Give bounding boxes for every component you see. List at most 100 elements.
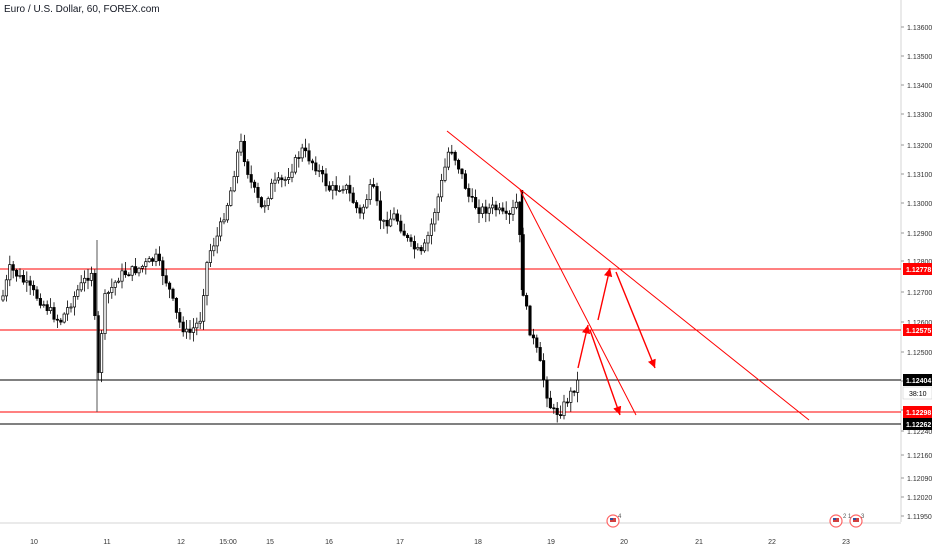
candle-body [59, 319, 63, 323]
candle-body [321, 170, 325, 175]
countdown-badge [902, 386, 932, 400]
price-badge-label: 1.12298 [906, 410, 931, 417]
candle-body [576, 379, 580, 393]
candle-body [474, 197, 478, 208]
price-axis[interactable]: 1.13600 1.13500 1.13400 1.13300 1.13200 1.131… [900, 0, 932, 522]
candle-body [93, 272, 97, 316]
candle-body [559, 414, 563, 417]
projection-arrow-4[interactable] [615, 271, 656, 369]
candle-body [236, 151, 240, 177]
candle-body [310, 160, 314, 164]
event-flag-icon[interactable] [606, 514, 620, 528]
candle-body [372, 184, 376, 187]
candle-body [263, 205, 267, 208]
candle-body [361, 206, 365, 214]
projection-arrow-3[interactable] [597, 267, 613, 321]
event-flag-icon[interactable] [829, 514, 843, 528]
price-tick-label: 1.12160 [907, 453, 932, 460]
chart-title: Euro / U.S. Dollar, 60, FOREX.com [4, 4, 160, 15]
event-flag-icon[interactable] [849, 514, 863, 528]
time-tick-label: 15 [266, 539, 274, 546]
time-tick-label: 23 [842, 539, 850, 546]
candle-body [205, 262, 209, 296]
trendline-long[interactable] [446, 130, 810, 421]
event-count-label: 3 [861, 514, 865, 520]
price-badge-1.12404 [903, 374, 932, 386]
price-tick-label: 1.13000 [907, 201, 932, 208]
candle-body [409, 237, 413, 242]
candle-body [140, 266, 144, 269]
candle-body [45, 304, 49, 311]
event-flag-canton [833, 518, 836, 520]
candle-body [219, 221, 223, 237]
candle-body [120, 270, 124, 282]
price-tick-label: 1.12900 [907, 231, 932, 238]
event-count-label: 4 [618, 514, 622, 520]
candle-body [208, 250, 212, 263]
projection-arrow-2[interactable] [589, 329, 622, 416]
candle-body [147, 258, 151, 263]
trendline-steep[interactable] [519, 189, 637, 416]
candle-body [317, 170, 321, 172]
event-flag-canton [610, 518, 613, 520]
candle-body [484, 206, 488, 214]
candle-body [487, 207, 491, 214]
candle-body [436, 196, 440, 213]
candle-body [514, 201, 518, 208]
candle-body [300, 147, 304, 159]
candle-body [331, 185, 335, 191]
time-tick-label: 15:00 [219, 539, 237, 546]
candle-body [229, 190, 233, 206]
candle-body [467, 188, 471, 197]
candle-body [151, 258, 155, 262]
candle-body [375, 186, 379, 202]
candle-body [181, 321, 185, 333]
candle-body [535, 337, 539, 348]
time-tick-label: 17 [396, 539, 404, 546]
price-tick-label: 1.12240 [907, 429, 932, 436]
price-badges: 1.12778 1.12575 1.12404 1.12298 1.12262 38:10 [902, 263, 932, 430]
candle-body [497, 207, 501, 211]
candle-body [86, 277, 90, 281]
candle-body [246, 161, 250, 175]
candle-body [518, 201, 522, 235]
price-badge-1.12778 [903, 263, 932, 275]
candle-body [531, 334, 535, 339]
projection-arrow-1[interactable] [577, 324, 591, 369]
trend-annotations[interactable] [446, 130, 810, 421]
candle-body [35, 289, 39, 299]
candle-body [365, 199, 369, 208]
price-tick-label: 1.12020 [907, 495, 932, 502]
candle-body [242, 140, 246, 163]
candle-body [8, 264, 12, 281]
candle-body [457, 159, 461, 170]
candle-body [18, 275, 22, 277]
candle-body [232, 176, 236, 192]
horizontal-levels[interactable] [0, 268, 901, 425]
event-count-label: 2 [843, 514, 847, 520]
candle-body [344, 184, 348, 190]
candle-body [548, 397, 552, 409]
candle-body [273, 179, 277, 184]
time-tick-label: 21 [695, 539, 703, 546]
price-tick-label: 1.13500 [907, 54, 932, 61]
candle-body [480, 206, 484, 215]
candle-body [565, 401, 569, 404]
candle-body [440, 180, 444, 198]
time-axis[interactable]: 10 11 12 15:00 15 16 17 18 19 20 21 22 23 [0, 522, 901, 546]
candle-body [253, 181, 257, 188]
candle-body [225, 205, 229, 221]
time-tick-label: 20 [620, 539, 628, 546]
candle-body [113, 281, 117, 288]
candle-body [49, 307, 53, 311]
candle-body [477, 207, 481, 215]
candles [1, 133, 580, 423]
candle-body [164, 275, 168, 284]
price-badge-1.12575 [903, 324, 932, 336]
candle-body [304, 147, 308, 152]
candle-body [161, 260, 165, 277]
candle-body [293, 157, 297, 173]
